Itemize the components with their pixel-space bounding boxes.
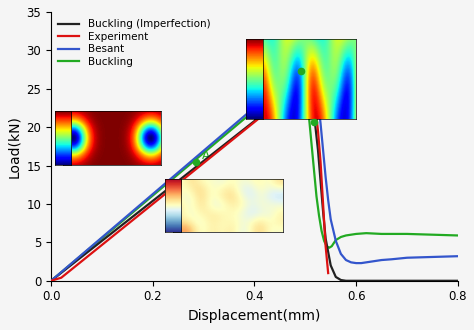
X-axis label: Displacement(mm): Displacement(mm) <box>188 309 321 323</box>
Text: B: B <box>304 58 312 71</box>
Legend: Buckling (Imperfection), Experiment, Besant, Buckling: Buckling (Imperfection), Experiment, Bes… <box>54 15 214 71</box>
Text: A: A <box>202 148 210 162</box>
Y-axis label: Load(kN): Load(kN) <box>7 115 21 178</box>
Text: C: C <box>317 109 325 122</box>
